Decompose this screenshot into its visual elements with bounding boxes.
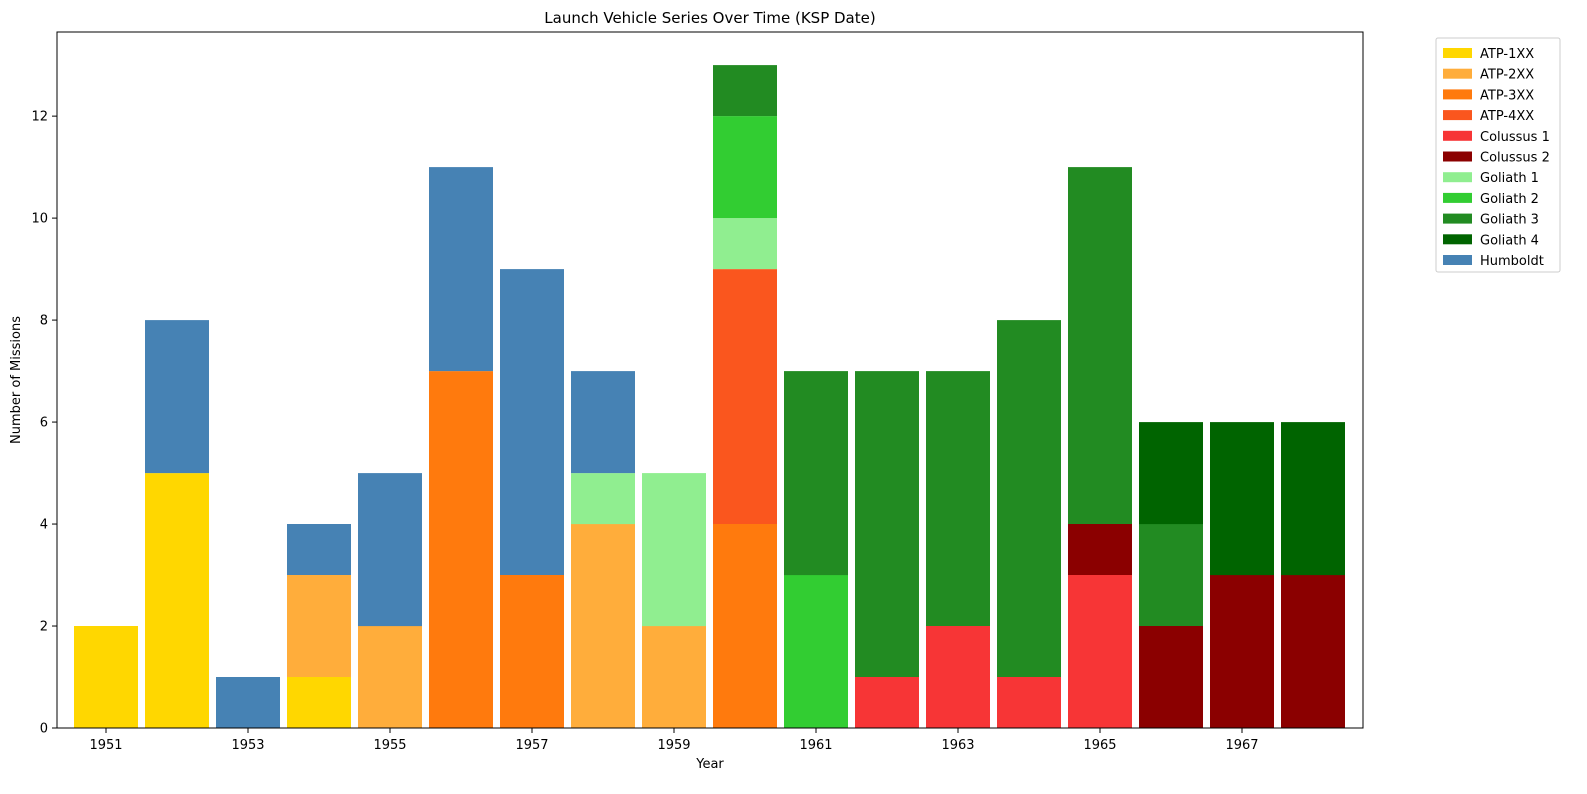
legend-label: Goliath 1 [1480, 171, 1539, 186]
legend-label: Goliath 3 [1480, 213, 1539, 228]
bar-segment [571, 371, 635, 474]
x-tick-label: 1965 [1083, 738, 1116, 753]
bar-segment [784, 575, 848, 728]
y-tick-label: 6 [40, 416, 48, 431]
y-tick-label: 10 [31, 212, 48, 227]
bar-segment [1068, 575, 1132, 728]
y-ticks-group: 0 2 4 6 8 10 12 [31, 110, 57, 737]
bar-segment [784, 371, 848, 576]
bar-segment [216, 677, 280, 728]
bar-segment [358, 626, 422, 728]
y-tick-label: 2 [40, 620, 48, 635]
bar-segment [145, 320, 209, 474]
legend-swatch [1443, 110, 1472, 121]
legend-swatch [1443, 213, 1472, 224]
legend-label: ATP-3XX [1480, 88, 1534, 103]
bar-segment [926, 371, 990, 626]
bars-group [74, 65, 1345, 728]
bar-segment [713, 65, 777, 117]
legend-swatch [1443, 130, 1472, 141]
x-ticks-group: 1951 1953 1955 1957 1959 1961 1963 1965 1967 [89, 728, 1259, 753]
y-tick-label: 4 [40, 518, 48, 533]
legend-swatch [1443, 234, 1472, 245]
bar-segment [358, 473, 422, 627]
legend-label: Goliath 2 [1480, 192, 1539, 207]
bar-segment [1068, 167, 1132, 524]
bar-segment [642, 473, 706, 627]
legend-swatch [1443, 255, 1472, 265]
legend-label: Goliath 4 [1480, 233, 1539, 248]
bar-segment [1139, 524, 1203, 626]
legend-swatch [1443, 89, 1472, 100]
x-tick-label: 1953 [231, 738, 264, 753]
legend-swatch [1443, 48, 1472, 58]
x-tick-label: 1955 [373, 738, 406, 753]
legend-label: ATP-4XX [1480, 109, 1534, 124]
bar-segment [713, 218, 777, 270]
bar-segment [1139, 626, 1203, 728]
bar-segment [287, 575, 351, 677]
x-tick-label: 1951 [89, 738, 122, 753]
y-tick-label: 8 [40, 314, 48, 329]
bar-segment [429, 371, 493, 728]
bar-segment [500, 575, 564, 728]
bar-segment [1210, 575, 1274, 728]
x-tick-label: 1959 [657, 738, 690, 753]
bar-segment [1281, 422, 1345, 576]
legend-swatch [1443, 172, 1472, 183]
bar-segment [855, 677, 919, 728]
bar-segment [855, 371, 919, 677]
legend-swatch [1443, 68, 1472, 79]
bar-segment [713, 116, 777, 219]
x-tick-label: 1967 [1225, 738, 1258, 753]
bar-segment [429, 167, 493, 372]
bar-segment [287, 524, 351, 575]
legend-label: Colussus 2 [1480, 151, 1550, 166]
bar-segment [997, 320, 1061, 677]
legend: ATP-1XX ATP-2XX ATP-3XX ATP-4XX Colussus 1 Co… [1435, 37, 1561, 273]
legend-label: Colussus 1 [1480, 130, 1550, 145]
legend-swatch [1443, 151, 1472, 162]
bar-segment [1210, 422, 1274, 576]
bar-segment [1068, 524, 1132, 575]
y-axis-label: Number of Missions [9, 316, 24, 444]
x-axis-label: Year [695, 757, 724, 772]
bar-segment [642, 626, 706, 728]
bar-segment [145, 473, 209, 728]
bar-segment [1139, 422, 1203, 525]
bar-segment [1281, 575, 1345, 728]
bar-segment [74, 626, 138, 728]
bar-segment [926, 626, 990, 728]
bar-segment [997, 677, 1061, 728]
x-tick-label: 1961 [799, 738, 832, 753]
bar-segment [571, 473, 635, 525]
legend-label: ATP-1XX [1480, 47, 1534, 62]
chart-title: Launch Vehicle Series Over Time (KSP Dat… [544, 9, 875, 27]
legend-label: Humboldt [1480, 254, 1544, 269]
bar-segment [500, 269, 564, 575]
x-tick-label: 1957 [515, 738, 548, 753]
x-tick-label: 1963 [941, 738, 974, 753]
legend-swatch [1443, 192, 1472, 203]
legend-label: ATP-2XX [1480, 68, 1534, 83]
plot-frame [56, 31, 1364, 729]
y-tick-label: 0 [40, 722, 48, 737]
bar-segment [287, 677, 351, 728]
bar-segment [713, 524, 777, 728]
bar-segment [713, 269, 777, 524]
y-tick-label: 12 [31, 110, 48, 125]
bar-segment [571, 524, 635, 728]
